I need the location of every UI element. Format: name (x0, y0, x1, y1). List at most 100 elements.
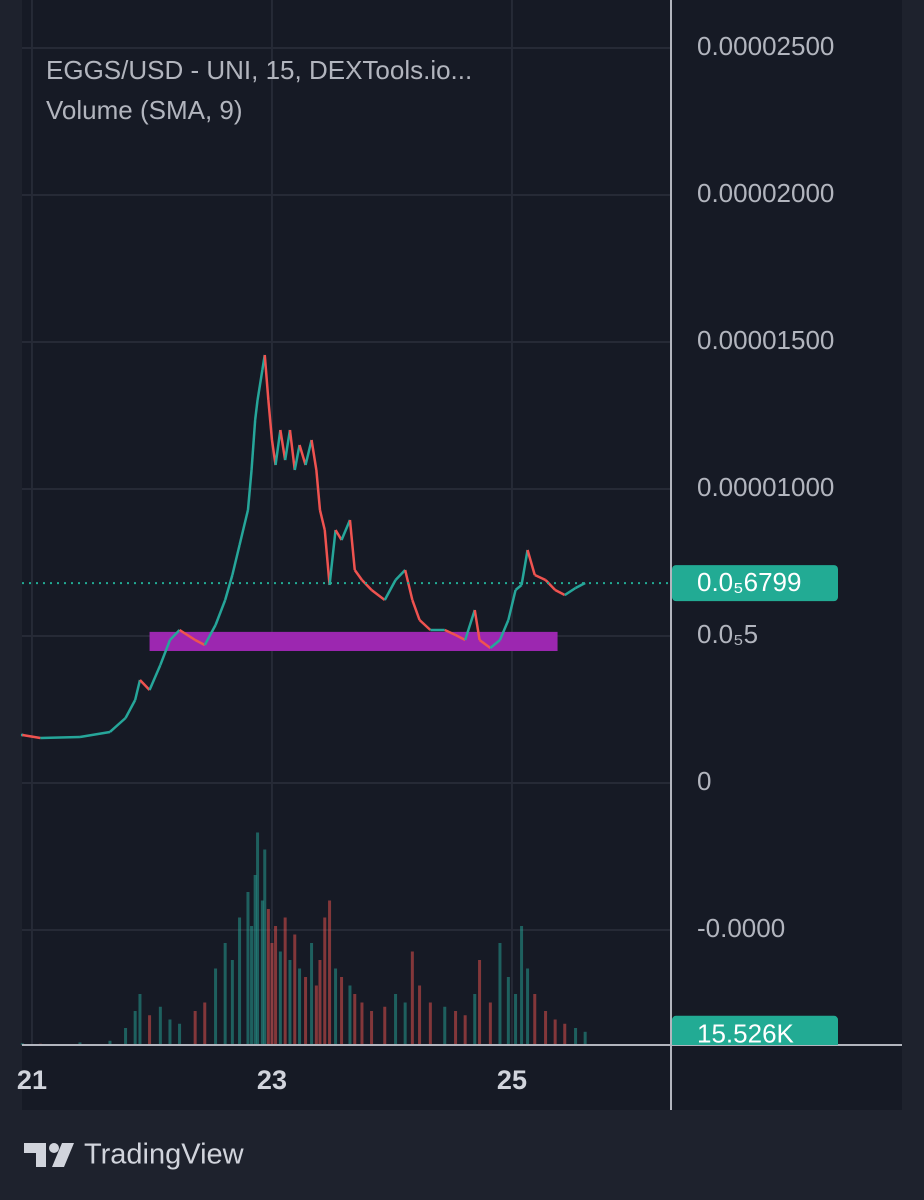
volume-bar (168, 1019, 172, 1045)
volume-bar (318, 960, 322, 1045)
price-candle (22, 733, 41, 740)
price-candle (310, 439, 318, 471)
price-candle (203, 624, 217, 646)
volume-bar (314, 985, 318, 1045)
y-tick-label: 0.00001000 (697, 472, 834, 502)
branding: TradingView (84, 1139, 245, 1171)
price-candle (250, 419, 257, 471)
y-tick-label: 0.0₅5 (697, 619, 758, 649)
logo-mark (24, 1143, 46, 1167)
price-candle (403, 569, 414, 601)
volume-bar (383, 1006, 387, 1045)
price-candle (473, 609, 481, 641)
price-candle (178, 628, 196, 642)
current-price-label: 0.0₅6799 (697, 567, 801, 597)
price-candle (315, 469, 322, 511)
price-candle (124, 699, 137, 719)
volume-bar (544, 1011, 548, 1045)
price-candle (231, 544, 241, 576)
price-candle (463, 609, 476, 641)
volume-bar (293, 934, 297, 1045)
volume-bar (203, 1002, 207, 1045)
price-candle (223, 574, 234, 601)
x-tick-label: 25 (497, 1065, 527, 1095)
price-candle (148, 664, 162, 691)
price-candle (328, 529, 337, 586)
chart-pane (22, 0, 902, 1110)
volume-bar (138, 994, 142, 1045)
price-candle (40, 735, 80, 740)
y-tick-label: 0.00002500 (697, 31, 834, 61)
tradingview-logo (24, 1143, 74, 1167)
price-candle (361, 579, 373, 591)
price-candle (263, 354, 270, 401)
volume-layer (20, 832, 587, 1045)
volume-bar (256, 832, 260, 1045)
y-tick-label: 0.00001500 (697, 325, 834, 355)
x-tick-label: 23 (257, 1065, 287, 1095)
price-candle (298, 444, 307, 466)
price-candle (293, 444, 301, 471)
volume-bar (250, 926, 254, 1045)
price-candle (394, 569, 407, 581)
price-candle (194, 638, 206, 647)
price-candle (253, 399, 259, 421)
volume-bar (443, 1006, 447, 1045)
volume-bar (278, 951, 282, 1045)
volume-bar (340, 977, 344, 1045)
price-candle (256, 369, 264, 401)
price-candle (544, 579, 557, 591)
volume-bar (158, 1006, 162, 1045)
volume-bar (323, 917, 327, 1045)
price-candle (507, 589, 517, 621)
price-candle (304, 439, 313, 466)
price-candle (411, 599, 421, 621)
price-candle (534, 573, 547, 582)
volume-bar (263, 849, 267, 1045)
volume-bar (298, 968, 302, 1045)
volume-bar (394, 994, 398, 1045)
price-candle (169, 629, 181, 641)
price-candle (109, 717, 127, 733)
volume-bar (563, 1023, 567, 1045)
grid (22, 0, 670, 1045)
price-candle (418, 619, 432, 631)
price-candle (520, 549, 529, 586)
volume-bar (520, 926, 524, 1045)
volume-bar (334, 968, 338, 1045)
logo-mark (49, 1143, 59, 1153)
volume-bar (328, 900, 332, 1045)
price-candle (274, 429, 282, 466)
volume-bar (133, 1011, 137, 1045)
y-tick-label: -0.0000 (697, 913, 785, 943)
volume-bar (304, 977, 308, 1045)
volume-bar (124, 1028, 128, 1045)
volume-bar (478, 960, 482, 1045)
volume-bar (283, 917, 287, 1045)
price-candle (323, 529, 331, 586)
volume-bar (410, 951, 414, 1045)
legend-line: Volume (SMA, 9) (46, 95, 243, 125)
volume-bar (428, 1002, 432, 1045)
volume-bar (270, 943, 274, 1045)
price-candle (279, 429, 287, 461)
volume-bar (288, 960, 292, 1045)
volume-bar (574, 1028, 578, 1045)
volume-bar (403, 1002, 407, 1045)
volume-bar (253, 875, 257, 1045)
volume-bar (506, 977, 510, 1045)
volume-bar (370, 1011, 374, 1045)
volume-bar (274, 926, 278, 1045)
price-candle (214, 599, 227, 626)
volume-bar (260, 900, 264, 1045)
x-tick-label: 21 (17, 1065, 47, 1095)
price-candle (288, 429, 297, 471)
volume-bar (360, 1002, 364, 1045)
volume-bar (246, 892, 250, 1045)
axes: 0.00002500 0.00002000 0.00001500 0.00001000… (17, 31, 838, 1095)
price-candle (267, 399, 274, 441)
volume-bar (353, 994, 357, 1045)
volume-bar (238, 917, 242, 1045)
logo-mark (52, 1143, 74, 1167)
